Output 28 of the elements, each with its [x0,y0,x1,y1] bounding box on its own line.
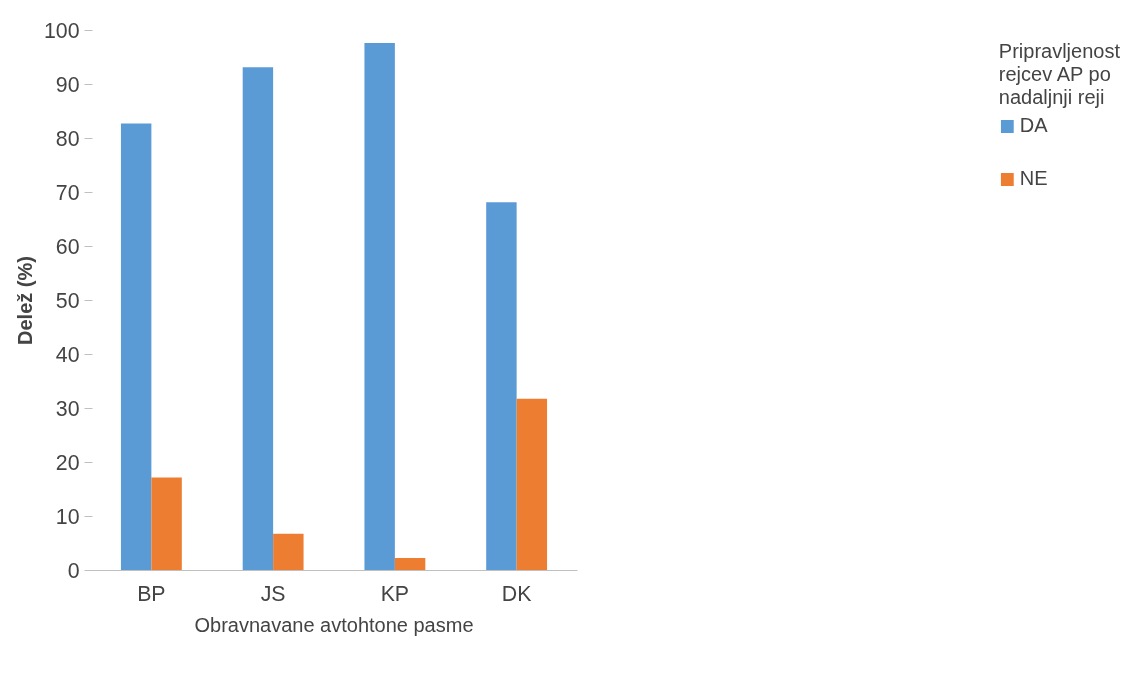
bar [151,477,182,571]
y-tick-label: 70 [55,181,80,205]
x-axis-title: Obravnavane avtohtone pasme [194,613,474,636]
legend-label: DA [1019,114,1048,137]
bar [364,42,395,571]
y-tick-label: 60 [55,235,80,259]
y-tick-label: 90 [55,73,80,97]
y-tick-label: 50 [55,289,80,313]
y-tick-label: 30 [55,397,80,421]
bar [394,558,426,571]
x-tick-label: JS [260,581,286,606]
y-tick-label: 100 [43,19,80,43]
x-tick-label: KP [380,581,410,606]
bar [242,67,274,571]
y-tick-label: 0 [67,559,80,583]
y-tick-label: 10 [55,505,80,529]
bar [516,398,548,571]
y-tick-label: 40 [55,343,80,367]
y-axis-title: Delež (%) [13,256,36,345]
legend-title: Pripravljenost rejcev AP po nadaljnji reji [998,40,1120,109]
y-tick-label: 80 [55,127,80,151]
x-tick-label: BP [137,581,166,606]
bar [486,202,517,571]
bar [273,533,304,571]
bar [120,123,152,571]
legend-label: NE [1019,167,1048,190]
y-tick-label: 20 [55,451,80,475]
x-tick-label: DK [501,581,532,606]
